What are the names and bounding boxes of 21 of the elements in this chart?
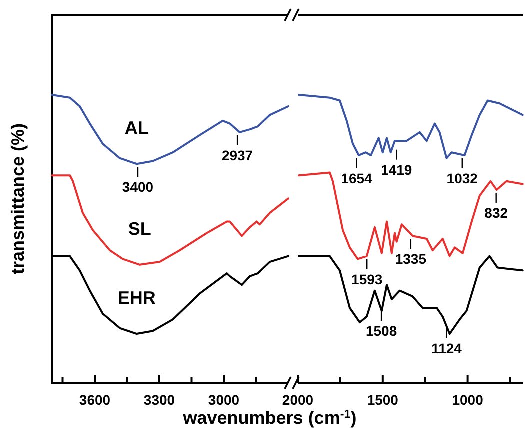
annotation: 832 — [484, 205, 508, 222]
annotation: 3400 — [122, 179, 154, 196]
annotation: 2937 — [222, 147, 254, 164]
annotation: 1124 — [432, 340, 462, 356]
annotation: 1508 — [366, 323, 398, 340]
annotation: 1335 — [395, 251, 427, 268]
x-tick-label: 3600 — [79, 392, 111, 408]
annotation: 1419 — [381, 162, 412, 178]
y-axis-title: transmittance (%) — [8, 123, 28, 275]
annotation: 1032 — [446, 170, 478, 186]
x-tick-label: 2000 — [282, 392, 314, 408]
series-label: AL — [124, 118, 149, 138]
x-tick-label: 3000 — [208, 392, 240, 408]
x-tick-label: 1000 — [452, 392, 484, 408]
x-tick-label: 3300 — [144, 392, 176, 408]
annotation: 1654 — [341, 170, 373, 186]
x-axis-title: wavenumbers (cm$^{-1}$) — [182, 408, 357, 428]
annotation: 1593 — [352, 271, 383, 288]
x-tick-label: 1500 — [367, 392, 399, 408]
series-label: EHR — [118, 288, 156, 308]
series-label: SL — [128, 218, 152, 239]
